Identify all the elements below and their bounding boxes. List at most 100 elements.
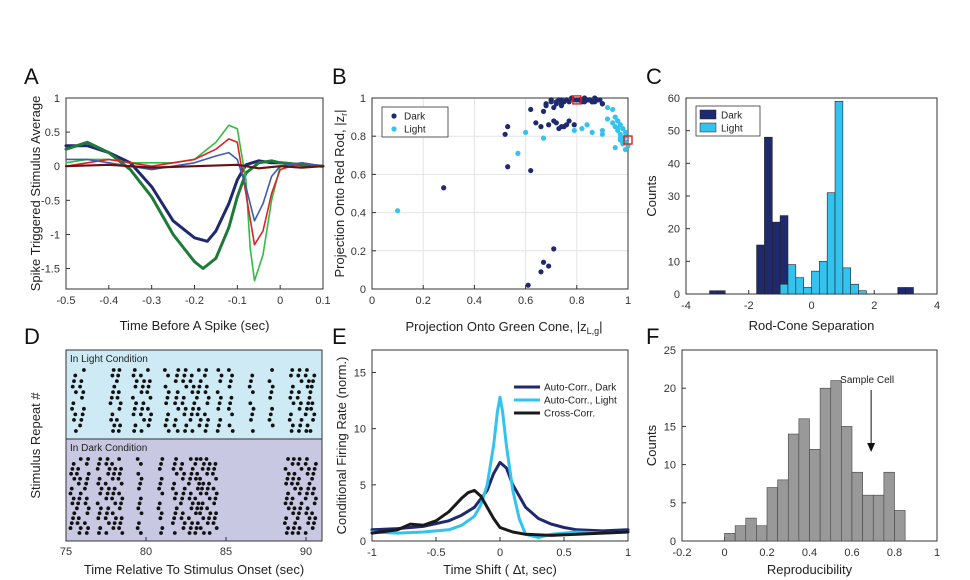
- spike-dot: [214, 511, 218, 516]
- spike-dot: [249, 418, 253, 422]
- spike-dot: [196, 390, 201, 395]
- spike-dot: [137, 521, 141, 526]
- spike-dot: [196, 501, 201, 506]
- scatter-point-light: [612, 145, 618, 151]
- spike-dot: [298, 486, 303, 491]
- spike-dot: [82, 368, 86, 372]
- spike-dot: [230, 412, 234, 417]
- spike-dot: [297, 476, 301, 481]
- spike-dot: [146, 406, 150, 411]
- spike-dot: [286, 526, 290, 530]
- scatter-point-dark: [599, 101, 606, 107]
- hist-bar: [841, 426, 853, 542]
- hist-bar: [766, 487, 778, 542]
- spike-dot: [159, 511, 164, 516]
- hist-bar-light: [858, 290, 867, 295]
- spike-dot: [107, 466, 112, 471]
- spike-dot: [172, 516, 177, 521]
- spike-dot: [305, 491, 309, 496]
- spike-dot: [130, 395, 135, 400]
- spike-dot: [314, 462, 318, 466]
- panel-letter-d: D: [24, 324, 40, 349]
- spike-dot: [105, 491, 110, 496]
- spike-dot: [303, 412, 308, 417]
- hist-bar-dark: [709, 290, 718, 295]
- panel-a-sta-chart: -0.5 -0.4 -0.3 -0.2 -0.1 0 0.1 1 0.5 0 -0.5 -1 -1.5 T…: [28, 93, 331, 333]
- scatter-point-dark: [525, 282, 531, 288]
- y-tick-label: 60: [668, 93, 680, 105]
- spike-dot: [311, 379, 315, 383]
- spike-dot: [83, 501, 88, 506]
- y-tick-label: 0.2: [351, 246, 366, 258]
- spike-dot: [73, 412, 78, 417]
- spike-dot: [187, 496, 192, 501]
- spike-dot: [195, 521, 200, 526]
- spike-dot: [297, 511, 301, 516]
- spike-dot: [295, 516, 300, 521]
- spike-dot: [84, 496, 89, 501]
- y-axis-title-symbol: z: [332, 116, 347, 123]
- hist-bar: [872, 494, 885, 542]
- y-axis-title: Spike Triggered Stimulus Average: [28, 96, 43, 292]
- spike-dot: [79, 379, 84, 383]
- hist-bar-light: [842, 267, 852, 295]
- spike-dot: [180, 511, 185, 516]
- y-tick-label: 0.6: [351, 169, 366, 181]
- annotation-arrow-head: [867, 443, 876, 452]
- x-tick-label: 0.6: [518, 295, 533, 307]
- spike-dot: [172, 496, 177, 501]
- spike-dot: [293, 486, 298, 491]
- spike-dot: [71, 496, 76, 501]
- spike-dot: [98, 491, 103, 496]
- x-tick-label: -0.2: [185, 295, 204, 307]
- spike-dot: [198, 379, 203, 383]
- scatter-point-dark: [566, 118, 572, 124]
- spike-dot: [204, 423, 209, 428]
- spike-dot: [146, 384, 151, 389]
- spike-dot: [178, 501, 183, 506]
- spike-dot: [304, 429, 309, 433]
- spike-dot: [189, 412, 194, 417]
- spike-dot: [268, 395, 273, 400]
- spike-dot: [84, 481, 89, 486]
- spike-dot: [139, 390, 144, 395]
- spike-dot: [79, 418, 84, 422]
- spike-dot: [304, 511, 309, 516]
- x-tick-label: 0.2: [759, 547, 774, 559]
- spike-dot: [205, 506, 210, 511]
- spike-dot: [270, 368, 274, 372]
- x-tick-label: 1: [625, 547, 631, 559]
- spike-dot: [270, 384, 275, 389]
- spike-dot: [78, 423, 82, 428]
- legend-box: [381, 106, 449, 138]
- spike-dot: [86, 506, 91, 511]
- spike-dot: [147, 379, 152, 383]
- spike-dot: [110, 476, 115, 481]
- spike-dot: [134, 379, 139, 383]
- spike-dot: [292, 471, 297, 476]
- x-tick-label: -1: [367, 547, 377, 559]
- hist-bar: [756, 525, 768, 542]
- spike-dot: [299, 466, 304, 471]
- spike-dot: [193, 462, 198, 466]
- y-tick-label: 40: [668, 158, 680, 170]
- spike-dot: [174, 471, 179, 476]
- spike-dot: [70, 406, 74, 411]
- spike-dot: [297, 390, 301, 395]
- y-axis-title: Counts: [644, 424, 659, 466]
- spike-dot: [212, 466, 217, 471]
- x-tick-label: 0: [808, 300, 814, 312]
- spike-dot: [172, 481, 177, 486]
- hist-bar: [830, 380, 842, 542]
- spike-dot: [189, 506, 194, 511]
- spike-dot: [159, 531, 163, 535]
- spike-dot: [96, 516, 101, 521]
- spike-dot: [306, 379, 311, 383]
- scatter-point-light: [540, 135, 547, 141]
- spike-dot: [308, 429, 313, 433]
- spike-dot: [214, 491, 219, 496]
- spike-dot: [305, 471, 310, 476]
- spike-dot: [82, 406, 86, 411]
- spike-dot: [111, 390, 115, 395]
